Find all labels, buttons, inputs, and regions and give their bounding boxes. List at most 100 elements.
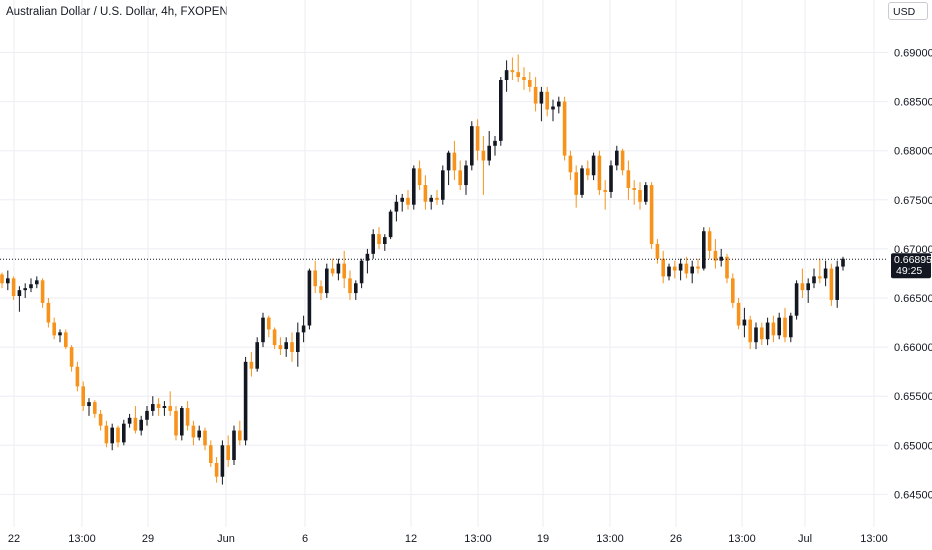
x-tick-label: 6 (302, 533, 308, 545)
candle-body (812, 276, 816, 284)
candle (388, 209, 393, 240)
currency-selector[interactable]: USD (888, 2, 928, 20)
candle (632, 180, 636, 205)
candle (46, 298, 51, 328)
candle-body (191, 425, 196, 438)
candle-body (516, 72, 520, 78)
candle-body (0, 274, 4, 284)
y-tick-label: 0.69000 (894, 48, 932, 60)
candle (290, 332, 294, 362)
candle-body (93, 402, 97, 414)
candle-body (545, 91, 549, 110)
candle (133, 406, 138, 434)
candle (678, 258, 683, 281)
candle-body (557, 101, 561, 107)
candle-body (284, 342, 288, 350)
candle (255, 337, 259, 372)
candle-body (98, 413, 103, 426)
candle-body (603, 189, 607, 192)
candle-body (771, 322, 776, 336)
candle (829, 263, 834, 306)
candle (574, 165, 578, 208)
candle-body (394, 201, 399, 212)
candle (6, 270, 10, 291)
candle-body (272, 329, 277, 346)
candle (835, 260, 839, 308)
candle-body (678, 263, 683, 271)
candle-body (574, 172, 578, 195)
candle (35, 276, 39, 289)
candle-body (412, 168, 416, 205)
candle-body (185, 407, 190, 426)
candle (377, 227, 381, 249)
candle (644, 182, 648, 205)
candle (325, 263, 329, 298)
candle (29, 278, 33, 293)
candle (232, 425, 236, 465)
current-price-value: 0.66895 (894, 254, 932, 266)
candle-body (162, 406, 167, 408)
candle (174, 406, 178, 441)
candle (417, 160, 422, 190)
time-axis[interactable]: 22 13:00 29 Jun 6 12 13:00 19 13:00 26 1… (8, 533, 888, 545)
candle-body (232, 430, 236, 461)
candle (533, 77, 538, 112)
candle (168, 391, 172, 416)
candle-body (69, 347, 74, 367)
candle-body (777, 317, 781, 336)
y-tick-label: 0.67500 (894, 195, 932, 207)
candle (684, 256, 689, 279)
candle-body (354, 283, 358, 294)
y-tick-label: 0.67000 (894, 244, 932, 256)
price-axis[interactable]: 0.69000 0.68500 0.68000 0.67500 0.67000 … (894, 48, 932, 502)
candle (452, 140, 457, 181)
candle-body (87, 402, 91, 407)
candle-body (562, 101, 567, 156)
candle (412, 165, 416, 210)
candle-body (702, 231, 706, 269)
candle-body (580, 168, 584, 195)
candle (713, 239, 718, 269)
candle (771, 315, 776, 343)
candle (58, 329, 62, 343)
candle (435, 189, 439, 205)
candle-body (789, 315, 793, 338)
candle (81, 381, 85, 411)
x-tick-label: 13:00 (860, 533, 888, 545)
candle (203, 427, 207, 451)
y-tick-label: 0.68000 (894, 146, 932, 158)
candle-body (736, 302, 741, 326)
candle (586, 160, 590, 181)
candle (702, 227, 706, 271)
candle (17, 286, 22, 312)
candle (568, 150, 573, 181)
candle-body (481, 150, 486, 161)
candle-body (11, 278, 16, 297)
candle (562, 96, 567, 161)
y-tick-label: 0.64500 (894, 489, 932, 501)
candle-body (23, 288, 27, 291)
candle (794, 280, 799, 320)
candle-body (6, 278, 10, 284)
candle-body (760, 327, 764, 340)
candle-body (104, 425, 109, 444)
candle-body (35, 280, 39, 285)
candle (336, 258, 341, 281)
candle (742, 307, 747, 338)
candle-body (539, 91, 544, 104)
candle-body (731, 278, 735, 303)
candle (238, 420, 242, 446)
candle-body (568, 155, 573, 173)
candle-body (806, 283, 810, 291)
x-tick-label: Jul (798, 533, 812, 545)
candle-body (400, 197, 404, 202)
x-tick-label: 19 (537, 533, 549, 545)
candle (481, 135, 486, 195)
candle-body (661, 258, 665, 277)
candle-body (417, 168, 422, 186)
candle (441, 165, 445, 205)
candle-body (487, 145, 491, 161)
candle (191, 420, 196, 446)
candle-body (301, 325, 306, 333)
